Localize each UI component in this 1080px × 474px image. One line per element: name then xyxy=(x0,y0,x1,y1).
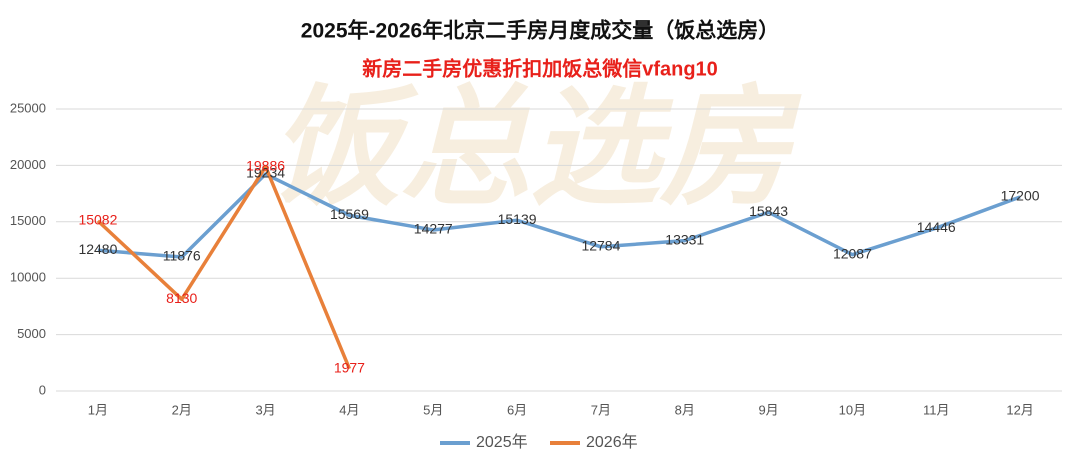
x-tick-label: 7月 xyxy=(591,402,611,417)
data-label: 12784 xyxy=(581,237,620,253)
legend-label: 2026年 xyxy=(586,433,638,451)
x-tick-label: 2月 xyxy=(172,402,192,417)
y-tick-label: 20000 xyxy=(10,157,46,172)
chart-subtitle: 新房二手房优惠折扣加饭总微信vfang10 xyxy=(362,56,718,80)
x-tick-label: 12月 xyxy=(1006,402,1033,417)
data-label: 19886 xyxy=(246,157,285,173)
x-tick-label: 4月 xyxy=(339,402,359,417)
data-label: 12087 xyxy=(833,245,872,261)
data-label: 15082 xyxy=(78,212,117,228)
data-label: 13331 xyxy=(665,231,704,247)
data-label: 14446 xyxy=(917,219,956,235)
x-tick-label: 5月 xyxy=(423,402,443,417)
watermark: 饭总选房 xyxy=(270,74,802,220)
data-label: 15843 xyxy=(749,203,788,219)
series-line xyxy=(96,164,352,370)
data-label: 15139 xyxy=(498,211,537,227)
chart-title: 2025年-2026年北京二手房月度成交量（饭总选房） xyxy=(301,19,779,43)
y-tick-label: 25000 xyxy=(10,100,46,115)
data-label: 12480 xyxy=(78,241,117,257)
data-label: 14277 xyxy=(414,221,453,237)
data-label: 15569 xyxy=(330,206,369,222)
y-tick-label: 15000 xyxy=(10,213,46,228)
data-label: 17200 xyxy=(1001,188,1040,204)
x-tick-label: 8月 xyxy=(675,402,695,417)
x-tick-label: 10月 xyxy=(839,402,866,417)
data-label: 19234 xyxy=(246,165,285,181)
x-tick-label: 9月 xyxy=(758,402,778,417)
data-label: 8130 xyxy=(166,290,197,306)
data-label: 1977 xyxy=(334,359,365,375)
y-tick-label: 10000 xyxy=(10,270,46,285)
y-tick-label: 5000 xyxy=(17,326,46,341)
legend-label: 2025年 xyxy=(476,433,528,451)
data-label: 11876 xyxy=(163,248,201,264)
x-tick-label: 3月 xyxy=(255,402,275,417)
x-tick-label: 6月 xyxy=(507,402,527,417)
y-tick-label: 0 xyxy=(39,382,46,397)
x-tick-label: 1月 xyxy=(88,402,108,417)
x-tick-label: 11月 xyxy=(923,402,950,417)
